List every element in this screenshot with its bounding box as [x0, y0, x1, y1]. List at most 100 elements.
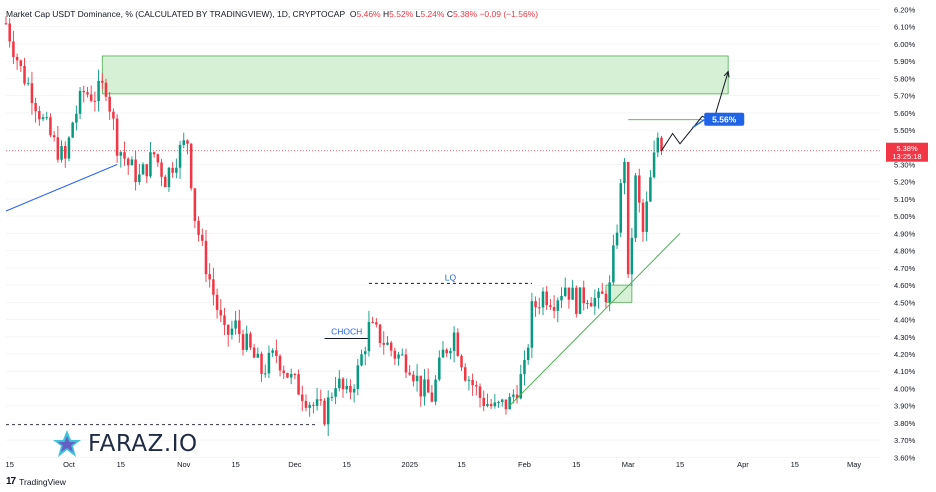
candle-down: [641, 202, 645, 232]
y-tick-label: 4.00%: [894, 384, 916, 393]
y-tick-label: 6.10%: [894, 23, 916, 32]
candle-up: [41, 117, 45, 120]
candle-up: [597, 291, 600, 298]
candle-up: [367, 322, 371, 352]
candle-down: [8, 23, 11, 42]
candle-down: [463, 367, 467, 381]
x-tick-label: Oct: [63, 460, 76, 469]
candle-down: [249, 333, 252, 348]
candle-down: [201, 234, 204, 241]
candle-up: [330, 396, 334, 398]
candle-up: [493, 402, 497, 407]
y-tick-label: 4.20%: [894, 350, 916, 359]
symbol-title: Market Cap USDT Dominance, % (CALCULATED…: [6, 9, 346, 19]
choch-label: CHOCH: [331, 327, 362, 337]
candle-up: [360, 354, 363, 366]
candle-down: [34, 102, 37, 112]
y-tick-label: 5.30%: [894, 161, 916, 170]
candle-down: [371, 322, 374, 324]
candle-down: [430, 392, 434, 402]
candle-down: [275, 350, 278, 357]
candle-up: [649, 177, 652, 202]
y-tick-label: 5.00%: [894, 212, 916, 221]
drawings: 5.56%: [5, 70, 745, 407]
faraz-logo-icon: [53, 430, 81, 457]
candle-up: [612, 245, 615, 283]
y-tick-label: 3.80%: [894, 419, 916, 428]
candle-down: [212, 279, 215, 295]
candle-up: [523, 360, 526, 375]
gridlines: [6, 8, 880, 458]
change-value: −0.09 (−1.56%): [479, 9, 539, 19]
candle-up: [71, 122, 74, 138]
candle-down: [582, 287, 585, 304]
candle-down: [112, 111, 115, 119]
candle-up: [401, 354, 404, 356]
y-tick-label: 4.50%: [894, 298, 916, 307]
x-tick-label: Mar: [622, 460, 635, 469]
candle-down: [63, 146, 67, 159]
x-tick-label: 15: [6, 460, 14, 469]
candle-up: [60, 146, 63, 160]
levels: LQ CHOCH: [6, 119, 880, 426]
green-trendline: [509, 233, 681, 407]
candle-up: [563, 287, 567, 296]
y-axis[interactable]: 6.20% 6.10% 6.00% 5.90% 5.80% 5.70% 5.60% 5.50%…: [886, 5, 928, 462]
candle-down: [15, 56, 19, 61]
candle-down: [104, 82, 108, 97]
candle-down: [515, 394, 519, 399]
x-axis[interactable]: 15 Oct 15 Nov 15 Dec 15 2025 15 Feb 15 Mar 15 Apr 15 Ma…: [6, 460, 862, 469]
projection-arrowhead: [723, 70, 730, 78]
y-tick-label: 4.60%: [894, 281, 916, 290]
candle-down: [163, 176, 167, 188]
tradingview-logo-icon: 17: [6, 476, 16, 487]
candle-up: [138, 174, 141, 183]
blue-trendline: [5, 164, 118, 212]
candle-down: [638, 175, 641, 203]
candle-up: [452, 332, 456, 351]
candle-up: [497, 401, 500, 403]
y-tick-label: 4.80%: [894, 247, 916, 256]
x-tick-label: Feb: [518, 460, 531, 469]
candle-up: [512, 394, 515, 397]
candle-up: [500, 399, 504, 402]
candle-up: [656, 137, 660, 153]
y-tick-label: 5.60%: [894, 109, 916, 118]
candle-down: [426, 379, 430, 393]
candle-up: [652, 152, 656, 178]
candle-down: [604, 293, 608, 303]
candle-down: [82, 90, 86, 93]
high-label: H: [383, 9, 390, 19]
y-tick-label: 4.90%: [894, 229, 916, 238]
y-tick-label: 4.30%: [894, 333, 916, 342]
candle-down: [219, 310, 223, 316]
target-label-text: 5.56%: [712, 115, 737, 125]
tradingview-brand[interactable]: 17 TradingView: [6, 476, 66, 487]
candle-down: [19, 60, 23, 66]
watermark-text: FARAZ.IO: [88, 431, 198, 457]
candle-up: [271, 350, 274, 353]
x-tick-label: 15: [572, 460, 580, 469]
y-tick-label: 4.10%: [894, 367, 916, 376]
candle-down: [471, 379, 474, 386]
candle-up: [438, 357, 441, 380]
candle-down: [600, 291, 604, 294]
candle-down: [189, 143, 193, 189]
candle-down: [419, 375, 423, 397]
candle-down: [319, 399, 323, 401]
candle-down: [538, 307, 541, 309]
x-tick-label: 15: [676, 460, 684, 469]
candle-down: [482, 397, 485, 406]
candle-up: [326, 397, 330, 425]
candle-up: [130, 159, 134, 166]
candle-up: [230, 328, 234, 335]
candle-up: [415, 375, 419, 382]
candle-down: [204, 240, 208, 275]
candle-down: [241, 334, 245, 350]
candle-down: [56, 137, 60, 160]
candle-up: [467, 379, 471, 381]
candle-down: [545, 291, 548, 306]
x-tick-label: 15: [231, 460, 239, 469]
x-tick-label: 15: [457, 460, 465, 469]
